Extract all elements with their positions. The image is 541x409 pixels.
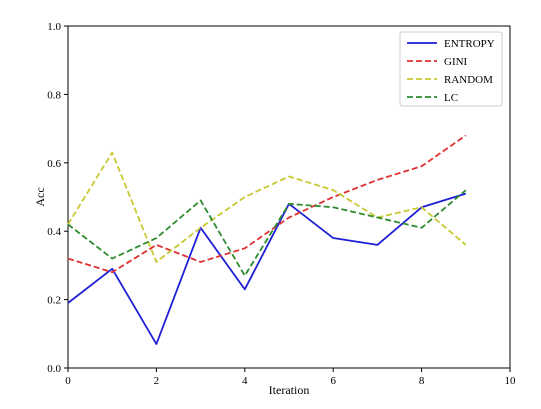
x-axis-title: Iteration bbox=[269, 383, 310, 397]
legend: ENTROPY GINI RANDOM LC bbox=[399, 31, 503, 107]
legend-label-random: RANDOM bbox=[444, 74, 493, 86]
x-tick-label: 10 bbox=[505, 375, 517, 387]
y-tick-label: 0.6 bbox=[47, 158, 61, 170]
x-axis-ticks: 0 2 4 6 8 10 bbox=[65, 368, 516, 387]
legend-box bbox=[399, 31, 503, 107]
series-line-random bbox=[67, 151, 467, 263]
x-tick-label: 0 bbox=[65, 375, 71, 387]
y-tick-label: 0.8 bbox=[47, 89, 61, 101]
x-tick-label: 4 bbox=[242, 375, 248, 387]
legend-label-gini: GINI bbox=[444, 56, 468, 68]
x-tick-label: 6 bbox=[330, 375, 336, 387]
y-tick-label: 0.2 bbox=[47, 295, 61, 307]
series-line-gini bbox=[67, 134, 467, 274]
x-tick-label: 8 bbox=[419, 375, 425, 387]
series-lines bbox=[67, 134, 467, 345]
series-line-entropy bbox=[67, 192, 467, 345]
legend-label-entropy: ENTROPY bbox=[444, 38, 495, 50]
x-tick-label: 2 bbox=[154, 375, 160, 387]
y-axis-ticks: 0.0 0.2 0.4 0.6 0.8 1.0 bbox=[47, 21, 68, 375]
y-tick-label: 1.0 bbox=[47, 21, 61, 33]
y-tick-label: 0.4 bbox=[47, 226, 61, 238]
y-tick-label: 0.0 bbox=[47, 363, 61, 375]
y-axis-title: Acc bbox=[33, 187, 47, 206]
legend-label-lc: LC bbox=[444, 92, 458, 104]
series-line-lc bbox=[67, 189, 467, 277]
